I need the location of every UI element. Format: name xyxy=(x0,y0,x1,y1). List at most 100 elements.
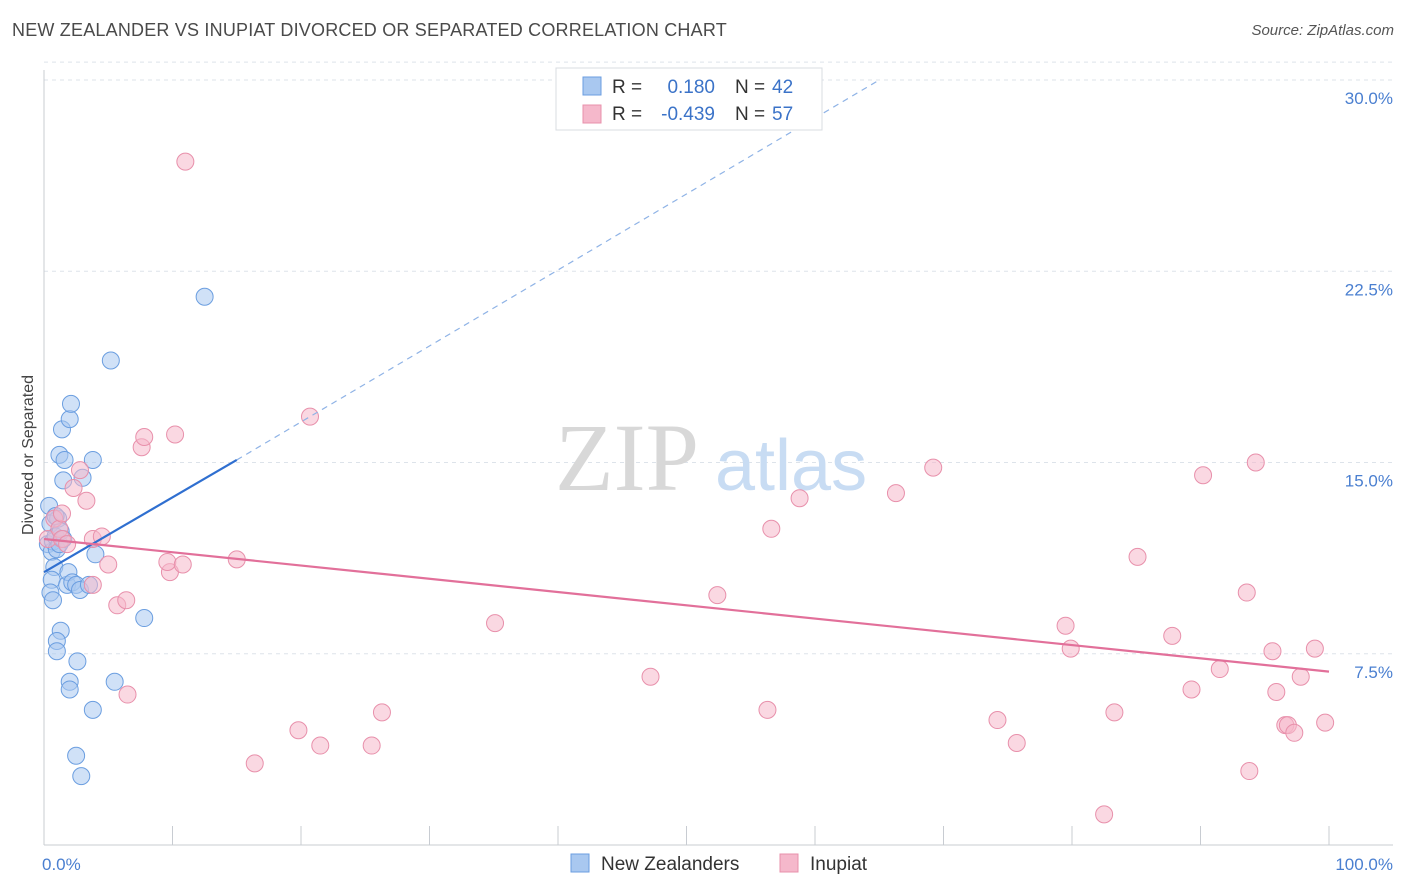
x-ticks xyxy=(172,826,1330,845)
point-inupiat xyxy=(64,479,83,497)
point-new-zealanders xyxy=(61,394,80,413)
gridlines xyxy=(44,61,1393,655)
point-new-zealanders xyxy=(101,351,120,370)
legend-swatch-pink xyxy=(582,104,602,124)
bottom-legend-label-inupiat: Inupiat xyxy=(810,854,868,875)
point-inupiat xyxy=(245,754,264,773)
chart-title: NEW ZEALANDER VS INUPIAT DIVORCED OR SEP… xyxy=(12,20,727,40)
point-new-zealanders xyxy=(55,450,74,469)
point-inupiat xyxy=(1285,723,1304,742)
point-inupiat xyxy=(117,591,136,610)
trend-line-new-zealanders xyxy=(43,458,238,574)
point-inupiat xyxy=(99,555,118,574)
point-inupiat xyxy=(886,484,905,503)
point-new-zealanders xyxy=(105,672,124,691)
point-new-zealanders xyxy=(68,652,87,671)
point-inupiat xyxy=(83,575,102,594)
point-new-zealanders xyxy=(47,642,66,661)
point-inupiat xyxy=(166,425,185,444)
point-inupiat xyxy=(1007,734,1026,752)
point-inupiat xyxy=(118,685,137,704)
x-tick-label-min: 0.0% xyxy=(42,855,81,874)
point-inupiat xyxy=(176,152,195,171)
legend-n-value-2: 57 xyxy=(772,104,793,125)
watermark: ZIP atlas xyxy=(555,404,867,511)
point-inupiat xyxy=(158,552,177,571)
legend-r-value-2: -0.439 xyxy=(661,104,715,125)
y-tick-label: 7.5% xyxy=(1354,663,1393,682)
point-new-zealanders xyxy=(135,609,154,628)
point-inupiat xyxy=(52,504,71,523)
bottom-legend-label-new-zealanders: New Zealanders xyxy=(601,854,739,875)
series-inupiat xyxy=(38,152,1335,824)
watermark-atlas: atlas xyxy=(715,426,867,506)
series-new-zealanders xyxy=(38,287,214,786)
point-inupiat xyxy=(1246,453,1265,472)
trend-lines xyxy=(43,79,1330,673)
point-inupiat xyxy=(486,614,505,633)
source-label: Source: ZipAtlas.com xyxy=(1251,22,1394,39)
point-inupiat xyxy=(1267,683,1286,701)
point-inupiat xyxy=(1061,639,1080,658)
point-inupiat xyxy=(1305,639,1324,658)
point-inupiat xyxy=(135,428,154,446)
y-tick-label: 15.0% xyxy=(1345,472,1393,491)
point-inupiat xyxy=(58,535,77,554)
point-new-zealanders xyxy=(195,287,214,306)
watermark-zip: ZIP xyxy=(555,404,699,511)
point-inupiat xyxy=(1105,703,1124,722)
point-inupiat xyxy=(173,555,192,574)
point-new-zealanders xyxy=(60,410,79,429)
point-new-zealanders xyxy=(83,450,102,469)
trend-line-inupiat xyxy=(43,537,1330,673)
point-inupiat xyxy=(988,711,1007,730)
point-inupiat xyxy=(1182,680,1201,699)
y-tick-labels: 7.5% 15.0% 22.5% 30.0% xyxy=(1345,89,1393,682)
point-inupiat xyxy=(1263,642,1282,661)
point-inupiat xyxy=(1237,583,1256,602)
point-inupiat xyxy=(300,407,319,426)
point-inupiat xyxy=(1316,713,1335,732)
point-inupiat xyxy=(77,491,96,510)
point-inupiat xyxy=(758,700,777,719)
trend-line-new-zealanders-extension xyxy=(236,79,880,461)
point-inupiat xyxy=(311,736,330,755)
point-inupiat xyxy=(372,703,391,722)
bottom-legend: New Zealanders Inupiat xyxy=(570,853,868,875)
point-inupiat xyxy=(1194,466,1213,485)
point-inupiat xyxy=(362,736,381,755)
point-inupiat xyxy=(1095,805,1114,824)
point-new-zealanders xyxy=(67,746,86,765)
bottom-legend-swatch-blue xyxy=(570,853,590,873)
bottom-legend-swatch-pink xyxy=(779,853,799,873)
legend-n-label-1: N = xyxy=(735,77,765,98)
legend-box: R = 0.180 N = 42 R = -0.439 N = 57 xyxy=(555,67,823,131)
point-inupiat xyxy=(762,519,781,538)
point-new-zealanders xyxy=(43,591,62,610)
y-tick-label: 30.0% xyxy=(1345,89,1393,108)
legend-n-label-2: N = xyxy=(735,104,765,125)
point-inupiat xyxy=(1163,626,1182,645)
point-inupiat xyxy=(1291,667,1310,686)
legend-r-label-1: R = xyxy=(612,77,642,98)
point-inupiat xyxy=(924,458,943,477)
legend-n-value-1: 42 xyxy=(772,77,793,98)
point-inupiat xyxy=(289,721,308,740)
point-inupiat xyxy=(1128,547,1147,566)
point-inupiat xyxy=(1240,762,1259,781)
legend-r-label-2: R = xyxy=(612,104,642,125)
legend-swatch-blue xyxy=(582,76,602,96)
legend-r-value-1: 0.180 xyxy=(667,77,715,98)
point-new-zealanders xyxy=(83,700,102,719)
y-tick-label: 22.5% xyxy=(1345,280,1393,299)
point-inupiat xyxy=(641,667,660,686)
point-inupiat xyxy=(708,586,727,605)
y-axis-label: Divorced or Separated xyxy=(20,375,37,535)
point-inupiat xyxy=(1056,616,1075,635)
x-tick-label-max: 100.0% xyxy=(1335,855,1393,874)
point-new-zealanders xyxy=(60,680,79,699)
point-inupiat xyxy=(70,461,89,480)
point-new-zealanders xyxy=(72,767,91,786)
point-inupiat xyxy=(1210,660,1229,679)
